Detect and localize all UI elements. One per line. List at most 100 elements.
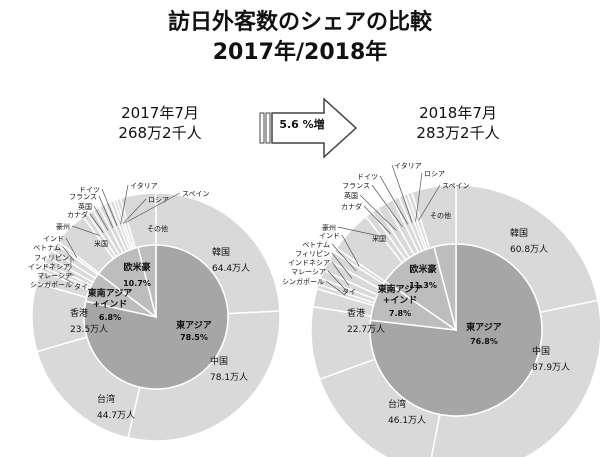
leader-line-2017-18 [123,198,147,224]
small-label-2018-7: インドネシア [288,259,330,267]
small-label-2018-11: 米国 [372,234,386,243]
outer-label-value-2018-2: 46.1万人 [388,415,426,426]
small-label-2017-5: シンガポール [30,280,72,289]
small-label-2017-13: カナダ [67,210,88,219]
chart-title-line2: 2017年/2018年 [212,40,388,65]
leader-line-2018-16 [379,175,409,225]
small-label-2018-20: その他 [430,211,451,220]
leader-line-2018-13 [363,205,392,235]
total-label-2017: 268万2千人 [118,124,202,142]
total-label-2018: 283万2千人 [416,124,500,142]
small-label-2017-11: 米国 [94,239,108,248]
leader-line-2017-14 [93,205,109,231]
inner-label-share-2017-2: 10.7% [123,279,151,288]
small-label-2017-9: ベトナム [33,244,61,252]
small-label-2017-18: ロシア [148,196,169,204]
leader-line-2018-19 [418,184,441,221]
growth-label: 5.6 %増 [279,118,325,131]
inner-label-name-2018-0-0: 東アジア [466,321,502,333]
inner-label-share-2017-1: 6.8% [99,313,121,322]
leader-line-2017-15 [98,195,114,228]
leader-line-2017-12 [71,225,100,236]
outer-label-name-2018-1: 中国 [532,345,550,357]
leader-line-2018-17 [391,164,413,223]
inner-label-name-2017-2-0: 欧米豪 [123,261,150,273]
leader-line-2017-9 [62,246,75,262]
leader-line-2018-12 [337,226,387,238]
outer-label-value-2017-2: 44.7万人 [97,410,135,421]
leader-line-2018-15 [371,184,403,228]
outer-label-value-2017-1: 78.1万人 [210,372,248,383]
outer-label-value-2018-3: 22.7万人 [347,324,385,335]
inner-slice-2018-3 [433,243,457,331]
leader-line-2017-7 [67,265,73,272]
leader-line-2018-8 [331,252,353,279]
small-label-2018-5: シンガポール [282,277,324,286]
inner-slice-2017-3 [137,244,157,318]
inner-label-share-2017-0: 78.5% [180,333,208,342]
small-label-2018-12: 豪州 [322,223,336,232]
outer-label-name-2017-2: 台湾 [97,393,115,405]
small-label-2017-12: 豪州 [56,222,70,231]
outer-label-value-2017-3: 23.5万人 [70,324,108,335]
small-label-2017-7: インドネシア [28,263,70,271]
leader-line-2017-16 [101,188,118,226]
inner-label-share-2018-0: 76.8% [470,337,498,346]
small-label-2018-14: 英国 [344,191,358,200]
small-label-2017-4: タイ [74,282,88,291]
period-label-2018: 2018年7月 [419,104,497,122]
small-label-2018-8: フィリピン [295,250,330,258]
inner-slice-2018-0 [369,243,543,417]
outer-label-value-2018-1: 87.9万人 [532,362,570,373]
leader-line-2018-9 [331,243,357,272]
small-label-2017-8: フィリピン [34,254,69,262]
small-label-2017-20: その他 [147,224,168,233]
outer-label-name-2017-1: 中国 [210,355,228,367]
small-label-2018-16: ドイツ [357,173,378,181]
small-label-2017-15: フランス [69,193,97,201]
outer-label-name-2017-3: 香港 [70,307,88,319]
leader-line-2017-10 [65,237,77,258]
inner-label-name-2017-1-0: 東南アジア [88,287,133,299]
chart-title-line1: 訪日外客数のシェアの比較 [167,10,432,35]
outer-label-name-2018-3: 香港 [347,307,365,319]
leader-line-2018-10 [341,234,360,267]
inner-label-share-2018-2: 11.3% [409,281,437,290]
small-label-2018-9: ベトナム [302,241,330,249]
leader-line-2018-18 [415,172,423,222]
small-label-2018-18: ロシア [424,170,445,178]
leader-line-2017-5 [64,278,75,285]
small-label-2018-10: インド [319,232,340,240]
small-label-2017-14: 英国 [78,202,92,211]
inner-label-name-2018-1-1: +インド [383,295,418,306]
small-label-2018-15: フランス [342,182,370,190]
growth-arrow-icon [259,97,358,159]
small-label-2017-6: マレーシア [37,272,72,280]
small-label-2017-10: インド [43,235,64,243]
inner-label-name-2017-1-1: +インド [93,299,128,310]
outer-label-name-2017-0: 韓国 [212,247,230,258]
small-label-2018-17: イタリア [394,161,422,170]
leader-line-2017-19 [125,192,181,223]
outer-label-value-2017-0: 64.4万人 [212,263,250,274]
leader-line-2018-7 [331,261,350,286]
small-label-2017-16: ドイツ [79,186,100,194]
leader-line-2017-17 [120,184,129,225]
leader-line-2017-13 [89,213,104,234]
outer-label-name-2018-0: 韓国 [510,228,528,239]
period-label-2017: 2017年7月 [121,104,199,122]
small-label-2017-19: スペイン [182,190,210,198]
inner-label-name-2018-1-0: 東南アジア [378,283,423,295]
leader-line-2018-14 [359,194,397,231]
small-label-2018-4: タイ [342,287,356,296]
small-label-2018-6: マレーシア [291,268,326,276]
small-label-2017-17: イタリア [130,181,158,190]
leader-line-2018-6 [327,270,348,292]
inner-label-share-2018-1: 7.8% [389,309,411,318]
small-label-2018-19: スペイン [442,182,470,190]
small-label-2018-13: カナダ [341,202,362,211]
inner-label-name-2018-2-0: 欧米豪 [409,263,436,275]
leader-line-2018-5 [325,280,346,296]
